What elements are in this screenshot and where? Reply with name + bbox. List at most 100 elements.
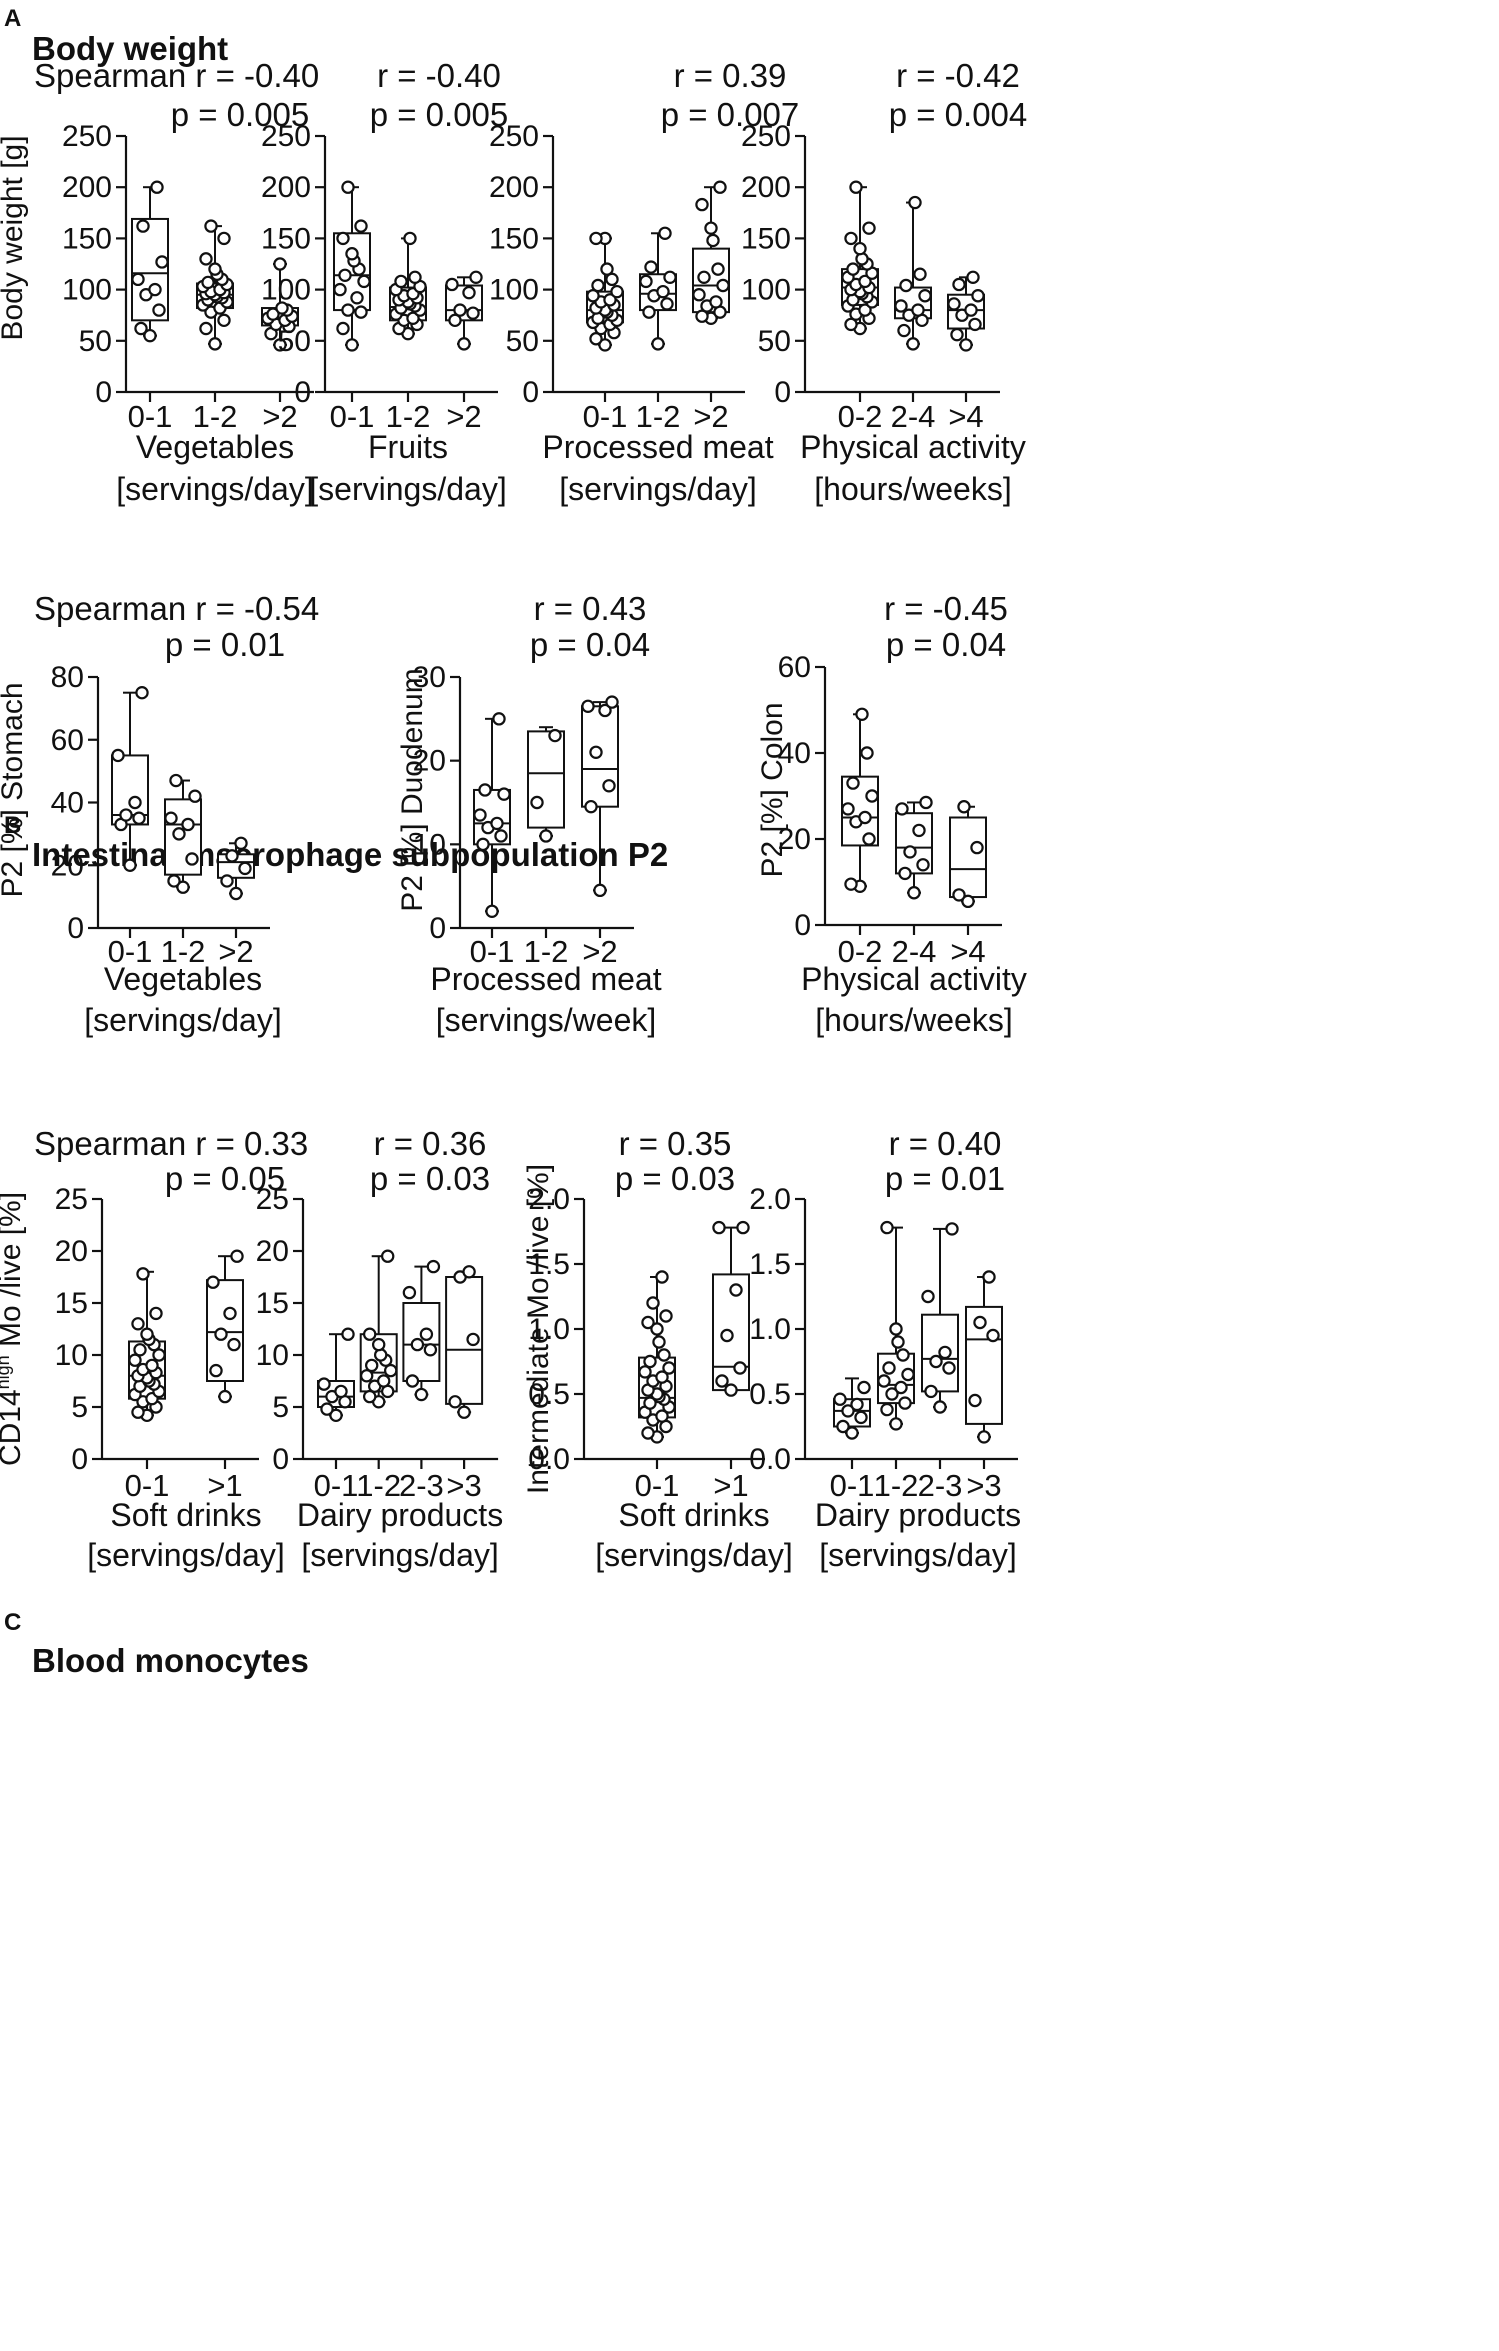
data-point: [899, 278, 913, 293]
y-tick-label: 0.0: [528, 1443, 570, 1476]
data-point: [360, 1369, 374, 1383]
iqr-box: [949, 816, 987, 899]
data-point: [911, 303, 925, 317]
y-tick-label: 10: [256, 1339, 289, 1372]
data-point: [363, 1327, 377, 1341]
box-0-1: 0-1: [583, 231, 627, 434]
x-axis-unit: [servings/day]: [819, 1537, 1016, 1573]
data-point: [341, 303, 355, 317]
panel-letter-c: C: [4, 1609, 21, 1636]
data-point: [377, 1374, 391, 1388]
iqr-box: [131, 217, 169, 322]
chart-8: Spearman r = 0.33p = 0.05 0 5 10 15 20 25 CD14h…: [0, 1125, 308, 1573]
x-axis-unit: [servings/day]: [116, 471, 313, 507]
data-point: [333, 282, 347, 297]
data-point: [849, 180, 863, 194]
y-tick-label: 250: [62, 120, 112, 153]
data-point: [185, 852, 199, 866]
y-tick-label: 250: [261, 120, 311, 153]
data-point: [697, 270, 711, 285]
data-point: [476, 837, 490, 852]
box-0-2: 0-2: [838, 180, 883, 434]
data-point: [320, 1402, 334, 1416]
data-point: [365, 1358, 379, 1373]
data-point: [589, 332, 603, 346]
p-value: p = 0.007: [661, 96, 800, 133]
chart-9: r = 0.36p = 0.03 0 5 10 15 20 25 0-11-22-3 >3Dai…: [256, 1125, 504, 1573]
y-tick-label: 0.0: [749, 1443, 791, 1476]
data-point: [947, 297, 961, 311]
data-point: [384, 1363, 398, 1378]
data-point: [706, 233, 720, 248]
p-value: p = 0.005: [171, 96, 310, 133]
x-tick-label: 0-1: [125, 1468, 170, 1503]
y-tick-label: 0: [67, 912, 84, 945]
x-tick-label: 0-1: [470, 934, 515, 969]
box-1-2: 1-2: [356, 1249, 401, 1503]
y-tick-label: 30: [413, 661, 446, 694]
y-tick-label: 200: [261, 171, 311, 204]
data-point: [602, 779, 616, 793]
y-tick-label: 1.5: [528, 1248, 570, 1281]
data-point: [485, 904, 499, 918]
data-point: [646, 1296, 660, 1310]
x-axis-label: Processed meat: [430, 961, 661, 997]
data-point: [720, 1328, 734, 1343]
spearman-r: r = -0.45: [884, 590, 1008, 627]
x-axis-unit: [servings/day]: [559, 471, 756, 507]
data-point: [982, 1270, 996, 1284]
data-point: [860, 746, 874, 760]
data-point: [462, 1265, 476, 1279]
y-tick-label: 200: [62, 171, 112, 204]
data-point: [643, 1354, 657, 1369]
x-tick-label: 0-2: [838, 399, 883, 434]
data-point: [581, 699, 595, 713]
data-point: [907, 886, 921, 900]
box-1-2: 1-2: [874, 1220, 919, 1503]
data-point: [651, 337, 665, 351]
x-tick-label: 2-3: [918, 1468, 963, 1503]
y-tick-label: 50: [758, 325, 791, 358]
data-point: [123, 858, 137, 872]
x-tick-label: 2-4: [891, 399, 936, 434]
data-point: [841, 1404, 855, 1418]
data-point: [145, 1358, 159, 1373]
y-tick-label: 0: [95, 376, 112, 409]
data-point: [916, 858, 930, 872]
box->4: >4: [949, 800, 987, 969]
x-axis-unit: [hours/weeks]: [815, 1002, 1012, 1038]
y-tick-label: 20: [55, 1235, 88, 1268]
panel-letter-b: B: [4, 812, 21, 839]
data-point: [977, 1430, 991, 1444]
y-tick-label: 0: [272, 1443, 289, 1476]
y-tick-label: 5: [272, 1391, 289, 1424]
data-point: [457, 337, 471, 351]
data-point: [181, 817, 195, 832]
data-point: [858, 274, 872, 289]
p-value: p = 0.03: [370, 1160, 490, 1197]
data-point: [462, 285, 476, 300]
x-tick-label: 1-2: [874, 1468, 919, 1503]
data-point: [150, 180, 164, 194]
data-point: [692, 288, 706, 302]
x-axis-label: Vegetables: [104, 961, 262, 997]
x-axis-label: Vegetables: [136, 429, 294, 465]
x-tick-label: 0-1: [830, 1468, 875, 1503]
data-point: [918, 289, 932, 303]
data-point: [229, 886, 243, 901]
data-point: [846, 776, 860, 790]
data-point: [214, 1327, 228, 1341]
data-point: [478, 783, 492, 797]
data-point: [733, 1361, 747, 1375]
data-point: [598, 338, 612, 352]
spearman-r: r = 0.43: [534, 590, 647, 627]
data-point: [132, 811, 146, 825]
x-tick-label: 0-1: [330, 399, 375, 434]
x-tick-label: 0-2: [838, 934, 883, 969]
box-0-2: 0-2: [838, 707, 883, 969]
data-point: [354, 219, 368, 233]
data-point: [610, 284, 624, 299]
box-1-2: 1-2: [636, 226, 680, 434]
